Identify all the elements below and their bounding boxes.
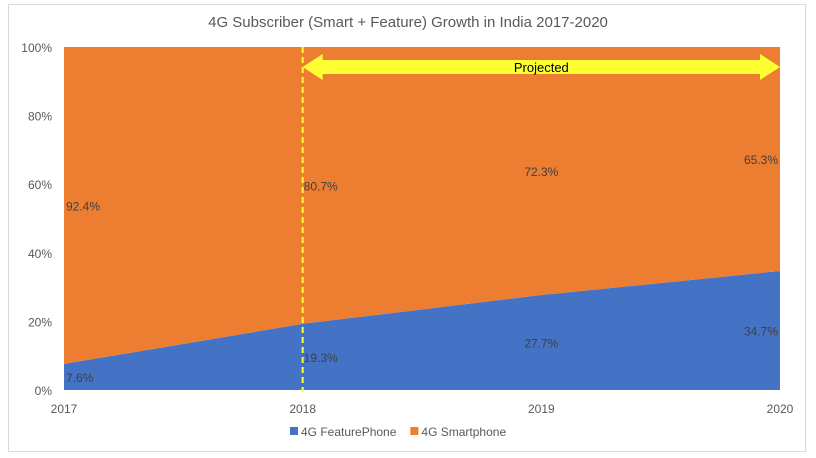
projected-label: Projected [514, 60, 569, 75]
x-tick-label: 2019 [528, 402, 555, 416]
chart-title: 4G Subscriber (Smart + Feature) Growth i… [208, 14, 608, 31]
y-tick-label: 20% [28, 315, 52, 329]
legend-swatch [290, 427, 298, 435]
y-tick-label: 0% [35, 384, 53, 398]
data-label: 72.3% [524, 165, 558, 179]
data-label: 65.3% [744, 153, 778, 167]
area-4g-smartphone [64, 47, 780, 364]
legend-swatch [410, 427, 419, 435]
y-tick-label: 80% [28, 110, 52, 124]
x-tick-label: 2017 [51, 402, 78, 416]
data-label: 92.4% [66, 199, 100, 213]
data-label: 19.3% [304, 351, 338, 365]
y-tick-label: 60% [28, 178, 52, 192]
x-tick-label: 2020 [767, 402, 794, 416]
y-tick-label: 100% [21, 41, 52, 55]
y-tick-label: 40% [28, 247, 52, 261]
area-4g-featurephone [64, 270, 780, 390]
legend-label: 4G FeaturePhone [301, 425, 397, 439]
data-label: 80.7% [304, 179, 338, 193]
projected-arrow-icon [302, 54, 780, 80]
data-label: 27.7% [524, 336, 558, 350]
data-label: 7.6% [66, 371, 94, 385]
data-label: 34.7% [744, 324, 778, 338]
x-tick-label: 2018 [289, 402, 316, 416]
legend-label: 4G Smartphone [421, 425, 506, 439]
